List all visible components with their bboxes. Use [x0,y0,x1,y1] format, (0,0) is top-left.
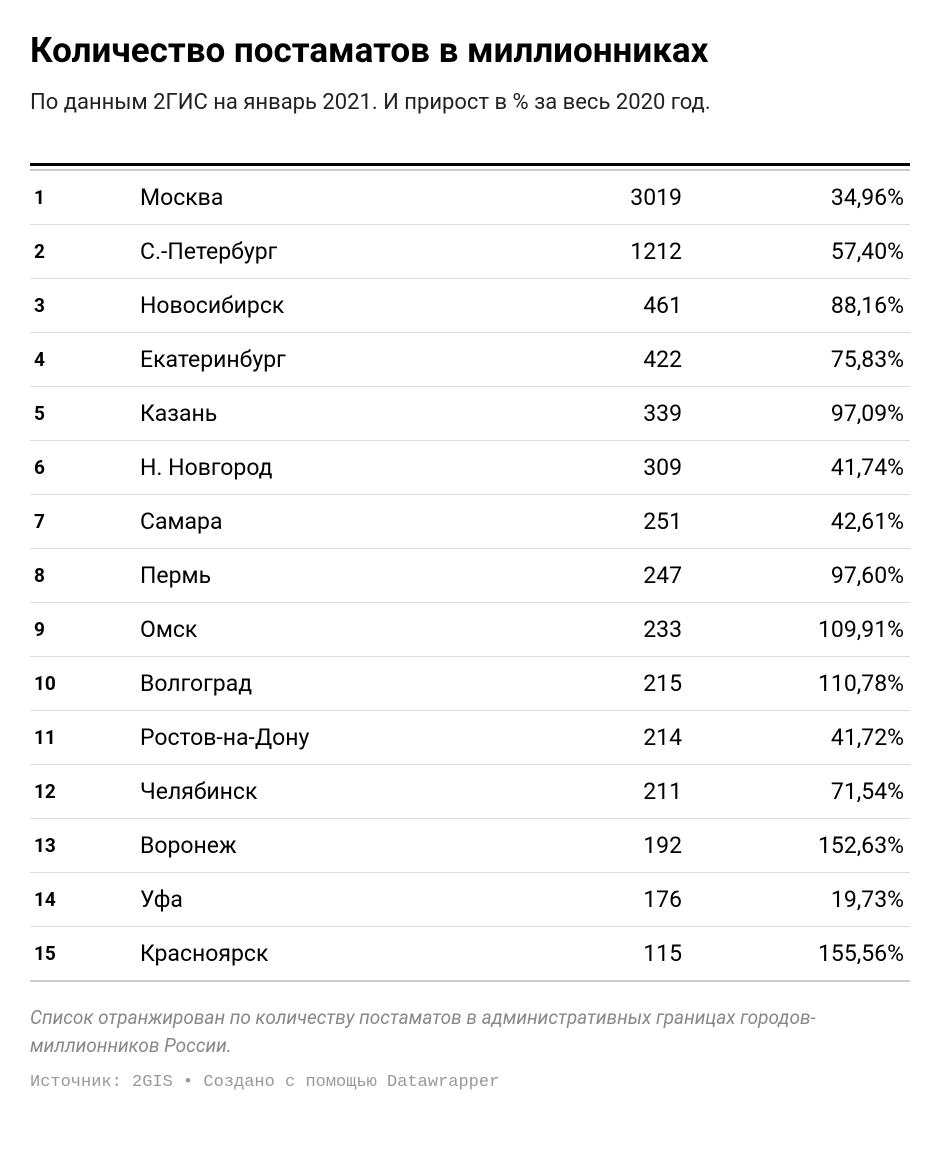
table-row: 6Н. Новгород30941,74% [30,441,910,495]
table-row: 2С.-Петербург121257,40% [30,225,910,279]
growth-cell: 110,78% [690,657,910,711]
count-cell: 1212 [510,225,690,279]
chart-subtitle: По данным 2ГИС на январь 2021. И прирост… [30,88,910,119]
growth-cell: 88,16% [690,279,910,333]
rank-cell: 15 [30,927,140,982]
count-cell: 3019 [510,170,690,225]
city-cell: Ростов-на-Дону [140,711,510,765]
data-table: 1Москва301934,96%2С.-Петербург121257,40%… [30,163,910,983]
city-cell: Челябинск [140,765,510,819]
rank-cell: 3 [30,279,140,333]
growth-cell: 19,73% [690,873,910,927]
growth-cell: 41,72% [690,711,910,765]
growth-cell: 34,96% [690,170,910,225]
count-cell: 233 [510,603,690,657]
table-row: 5Казань33997,09% [30,387,910,441]
rank-cell: 5 [30,387,140,441]
growth-cell: 152,63% [690,819,910,873]
growth-cell: 75,83% [690,333,910,387]
growth-cell: 155,56% [690,927,910,982]
rank-cell: 12 [30,765,140,819]
rank-cell: 11 [30,711,140,765]
table-row: 8Пермь24797,60% [30,549,910,603]
rank-cell: 7 [30,495,140,549]
rank-cell: 4 [30,333,140,387]
city-cell: Волгоград [140,657,510,711]
growth-cell: 57,40% [690,225,910,279]
growth-cell: 71,54% [690,765,910,819]
growth-cell: 41,74% [690,441,910,495]
city-cell: Новосибирск [140,279,510,333]
chart-title: Количество постаматов в миллионниках [30,30,910,72]
table-row: 1Москва301934,96% [30,170,910,225]
growth-cell: 97,09% [690,387,910,441]
count-cell: 214 [510,711,690,765]
count-cell: 192 [510,819,690,873]
table-row: 10Волгоград215110,78% [30,657,910,711]
table-row: 13Воронеж192152,63% [30,819,910,873]
rank-cell: 9 [30,603,140,657]
city-cell: Москва [140,170,510,225]
rank-cell: 2 [30,225,140,279]
rank-cell: 6 [30,441,140,495]
table-row: 4Екатеринбург42275,83% [30,333,910,387]
count-cell: 461 [510,279,690,333]
table-row: 15Красноярск115155,56% [30,927,910,982]
count-cell: 247 [510,549,690,603]
city-cell: Самара [140,495,510,549]
city-cell: С.-Петербург [140,225,510,279]
growth-cell: 42,61% [690,495,910,549]
city-cell: Пермь [140,549,510,603]
count-cell: 115 [510,927,690,982]
count-cell: 176 [510,873,690,927]
footnote-text: Список отранжирован по количеству постам… [30,1004,910,1059]
table-row: 7Самара25142,61% [30,495,910,549]
count-cell: 309 [510,441,690,495]
city-cell: Омск [140,603,510,657]
growth-cell: 97,60% [690,549,910,603]
rank-cell: 13 [30,819,140,873]
credits-text: Источник: 2GIS • Создано с помощью Dataw… [30,1073,910,1092]
city-cell: Красноярск [140,927,510,982]
rank-cell: 10 [30,657,140,711]
city-cell: Екатеринбург [140,333,510,387]
count-cell: 211 [510,765,690,819]
count-cell: 422 [510,333,690,387]
table-row: 14Уфа17619,73% [30,873,910,927]
city-cell: Казань [140,387,510,441]
rank-cell: 1 [30,170,140,225]
count-cell: 215 [510,657,690,711]
table-body: 1Москва301934,96%2С.-Петербург121257,40%… [30,170,910,981]
table-row: 12Челябинск21171,54% [30,765,910,819]
city-cell: Уфа [140,873,510,927]
count-cell: 339 [510,387,690,441]
count-cell: 251 [510,495,690,549]
rank-cell: 14 [30,873,140,927]
table-row: 9Омск233109,91% [30,603,910,657]
table-row: 3Новосибирск46188,16% [30,279,910,333]
table-row: 11Ростов-на-Дону21441,72% [30,711,910,765]
growth-cell: 109,91% [690,603,910,657]
city-cell: Воронеж [140,819,510,873]
city-cell: Н. Новгород [140,441,510,495]
rank-cell: 8 [30,549,140,603]
